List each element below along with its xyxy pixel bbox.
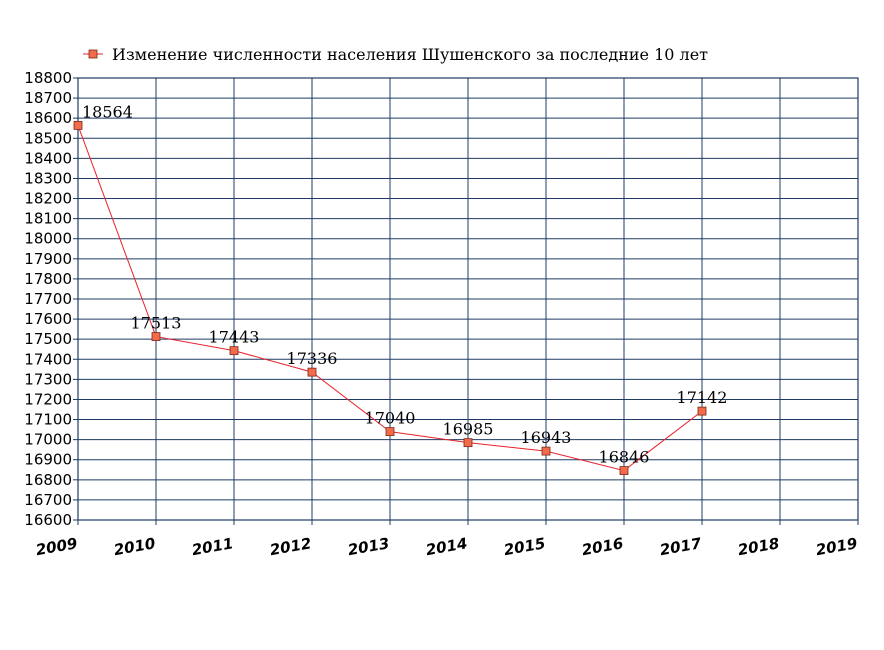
x-tick-label: 2009: [34, 534, 78, 559]
y-tick-label: 18400: [24, 149, 72, 167]
y-tick-label: 17900: [24, 250, 72, 268]
data-point-marker: [541, 446, 551, 456]
y-tick-label: 17400: [24, 350, 72, 368]
x-tick-label: 2013: [346, 534, 390, 559]
data-label: 17040: [365, 409, 416, 428]
x-tick-label: 2016: [580, 534, 624, 559]
plot-frame: [77, 77, 859, 521]
y-tick-label: 17500: [24, 330, 72, 348]
x-axis: 2009 2010 2011 2012 2013 2014 2015 2016 2017 2018…: [34, 534, 858, 559]
y-axis: 16600 16700 16800 16900 17000 17100 17200 17300…: [24, 69, 72, 529]
y-tick-label: 17800: [24, 270, 72, 288]
data-point-marker: [697, 406, 707, 416]
y-tick-label: 18600: [24, 109, 72, 127]
data-label: 17443: [209, 328, 260, 347]
y-tick-label: 16600: [24, 511, 72, 529]
data-label: 18564: [82, 102, 133, 121]
y-tick-label: 17600: [24, 310, 72, 328]
x-tick-label: 2014: [424, 534, 468, 559]
data-point-marker: [307, 367, 317, 377]
y-tick-label: 17100: [24, 411, 72, 429]
y-tick-label: 18300: [24, 169, 72, 187]
data-point-marker: [619, 466, 629, 475]
y-tick-label: 18200: [24, 190, 72, 208]
x-tick-label: 2019: [814, 534, 858, 559]
data-point-marker: [229, 346, 239, 356]
legend-marker: [88, 49, 98, 59]
y-tick-label: 18100: [24, 210, 72, 228]
x-tick-label: 2010: [112, 534, 156, 559]
data-label: 17142: [677, 388, 728, 407]
data-point-marker: [151, 332, 161, 341]
data-label: 16985: [443, 420, 494, 439]
data-label: 17336: [287, 349, 338, 368]
x-tick-label: 2017: [658, 534, 703, 559]
y-tick-label: 17000: [24, 431, 72, 449]
y-tick-label: 17300: [24, 370, 72, 388]
chart-legend: Изменение численности населения Шушенско…: [83, 45, 708, 64]
y-tick-label: 16800: [24, 471, 72, 489]
series-layer: 18564 17513 17443 17336 17040 16985 16943 16846…: [73, 102, 728, 475]
x-tick-label: 2018: [736, 534, 780, 559]
y-tick-label: 18000: [24, 230, 72, 248]
data-label: 17513: [131, 314, 182, 333]
y-tick-label: 18500: [24, 129, 72, 147]
chart-grid: [73, 77, 859, 525]
y-tick-label: 18700: [24, 89, 72, 107]
y-tick-label: 17200: [24, 390, 72, 408]
data-point-marker: [463, 438, 473, 448]
x-tick-label: 2012: [268, 534, 312, 559]
data-label: 16943: [521, 428, 572, 447]
x-tick-label: 2011: [190, 534, 234, 559]
x-tick-label: 2015: [502, 534, 546, 559]
y-tick-label: 16700: [24, 491, 72, 509]
data-label: 16846: [599, 448, 650, 467]
y-tick-label: 18800: [24, 69, 72, 87]
legend-entry: Изменение численности населения Шушенско…: [112, 45, 708, 64]
data-point-marker: [385, 427, 395, 437]
y-tick-label: 17700: [24, 290, 72, 308]
y-tick-label: 16900: [24, 451, 72, 469]
data-point-marker: [73, 121, 83, 130]
